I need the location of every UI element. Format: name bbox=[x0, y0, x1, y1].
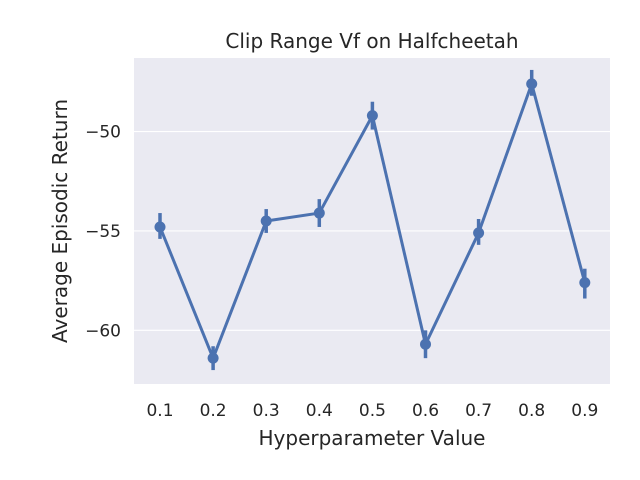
grid-lines bbox=[134, 130, 610, 331]
y-tick-label: −55 bbox=[85, 222, 121, 242]
x-tick-label: 0.5 bbox=[359, 401, 386, 421]
x-tick-label: 0.4 bbox=[306, 401, 333, 421]
data-points bbox=[154, 78, 591, 364]
y-tick-label: −50 bbox=[85, 123, 121, 143]
x-tick-label: 0.8 bbox=[518, 401, 545, 421]
data-point bbox=[313, 207, 325, 219]
data-point bbox=[420, 338, 431, 350]
data-point bbox=[366, 110, 378, 122]
x-tick-label: 0.3 bbox=[253, 401, 280, 421]
data-point bbox=[260, 215, 272, 227]
x-tick-label: 0.1 bbox=[146, 401, 173, 421]
x-tick-label: 0.2 bbox=[200, 401, 227, 421]
x-tick-label: 0.6 bbox=[412, 401, 439, 421]
x-axis-label: Hyperparameter Value bbox=[259, 426, 486, 450]
y-tick-labels: −50 −55 −60 bbox=[85, 123, 121, 342]
y-tick-label: −60 bbox=[85, 321, 121, 341]
chart-title: Clip Range Vf on Halfcheetah bbox=[225, 29, 518, 53]
data-point bbox=[579, 277, 591, 289]
data-point bbox=[154, 221, 166, 233]
x-tick-label: 0.9 bbox=[571, 401, 598, 421]
data-point bbox=[473, 227, 485, 239]
x-tick-labels: 0.1 0.2 0.3 0.4 0.5 0.6 0.7 0.8 0.9 bbox=[146, 401, 598, 421]
x-tick-label: 0.7 bbox=[465, 401, 492, 421]
y-axis-label: Average Episodic Return bbox=[48, 99, 72, 343]
data-point bbox=[526, 78, 538, 90]
data-point bbox=[207, 352, 219, 364]
